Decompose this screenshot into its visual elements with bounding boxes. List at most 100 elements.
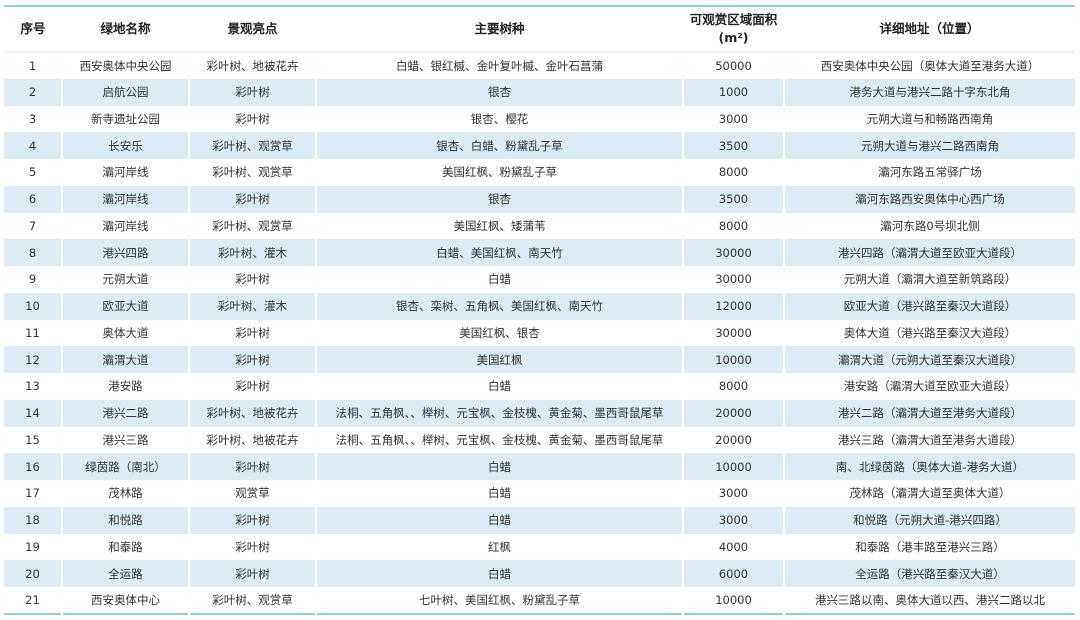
cell-species: 红枫 bbox=[315, 533, 683, 561]
cell-index: 20 bbox=[25, 566, 40, 581]
cell-area: 8000 bbox=[682, 212, 784, 240]
table-row: 11 奥体大道 彩叶树 美国红枫、银杏 30000 奥体大道（港兴路至秦汉大道段） bbox=[4, 319, 1075, 347]
cell-address: 港务大道与港兴二路十字东北角 bbox=[783, 78, 1075, 106]
table-row: 4 长安乐 彩叶树、观赏草 银杏、白蜡、粉黛乱子草 3500 元朔大道与港兴二路西南角 bbox=[4, 132, 1075, 159]
cell-address: 和泰路（港丰路至港兴三路） bbox=[783, 533, 1075, 561]
cell-index: 8 bbox=[28, 245, 37, 260]
header-area-unit: (m²) bbox=[718, 30, 749, 45]
cell-address: 全运路（港兴路至秦汉大道） bbox=[783, 560, 1075, 587]
cell-area: 3500 bbox=[682, 132, 784, 159]
table-row: 2 启航公园 彩叶树 银杏 1000 港务大道与港兴二路十字东北角 bbox=[4, 78, 1075, 106]
cell-highlight: 彩叶树、观赏草 bbox=[188, 132, 316, 159]
cell-index: 14 bbox=[25, 406, 40, 421]
cell-highlight: 彩叶树、灌木 bbox=[188, 292, 316, 320]
cell-address: 港兴二路（灞渭大道至港务大道段） bbox=[783, 399, 1075, 427]
table-row: 3 新寺遗址公园 彩叶树 银杏、樱花 3000 元朔大道与和畅路西南角 bbox=[4, 105, 1075, 133]
cell-species: 白蜡 bbox=[315, 373, 683, 400]
cell-highlight: 彩叶树 bbox=[188, 266, 316, 293]
cell-highlight: 彩叶树 bbox=[188, 185, 316, 213]
cell-highlight: 彩叶树 bbox=[188, 560, 316, 587]
cell-highlight: 彩叶树 bbox=[188, 105, 316, 133]
cell-highlight: 彩叶树、观赏草 bbox=[188, 212, 316, 240]
cell-species: 白蜡 bbox=[315, 453, 683, 480]
table-row: 6 灞河岸线 彩叶树 银杏 3500 灞河东路西安奥体中心西广场 bbox=[4, 185, 1075, 213]
cell-address: 港安路（灞渭大道至欧亚大道段） bbox=[783, 373, 1075, 400]
cell-species: 美国红枫 bbox=[315, 346, 683, 373]
cell-name: 灞河岸线 bbox=[61, 185, 189, 213]
cell-index: 16 bbox=[25, 459, 40, 474]
cell-species: 美国红枫、矮蒲苇 bbox=[315, 212, 683, 240]
header-area: 可观赏区域面积 (m²) bbox=[683, 6, 784, 53]
cell-species: 银杏、白蜡、粉黛乱子草 bbox=[315, 132, 683, 159]
cell-highlight: 彩叶树、地被花卉 bbox=[188, 399, 316, 427]
table-row: 8 港兴四路 彩叶树、灌木 白蜡、美国红枫、南天竹 30000 港兴四路（灞渭大道至欧亚大… bbox=[4, 239, 1075, 266]
cell-species: 白蜡 bbox=[315, 560, 683, 587]
cell-species: 美国红枫、粉黛乱子草 bbox=[315, 159, 683, 186]
cell-species: 银杏 bbox=[315, 78, 683, 106]
cell-area: 10000 bbox=[682, 587, 784, 614]
header-name: 绿地名称 bbox=[62, 6, 189, 53]
cell-index: 12 bbox=[25, 352, 40, 367]
cell-index: 19 bbox=[25, 539, 40, 554]
table-row: 13 港安路 彩叶树 白蜡 8000 港安路（灞渭大道至欧亚大道段） bbox=[4, 373, 1075, 400]
cell-name: 港兴二路 bbox=[61, 399, 189, 427]
cell-address: 奥体大道（港兴路至秦汉大道段） bbox=[783, 319, 1075, 347]
header-species: 主要树种 bbox=[316, 6, 683, 53]
table-row: 19 和泰路 彩叶树 红枫 4000 和泰路（港丰路至港兴三路） bbox=[4, 533, 1075, 561]
cell-area: 3500 bbox=[682, 185, 784, 213]
cell-highlight: 彩叶树 bbox=[188, 346, 316, 373]
cell-index: 4 bbox=[28, 138, 37, 153]
cell-address: 灞河东路0号坝北侧 bbox=[783, 212, 1075, 240]
table-row: 9 元朔大道 彩叶树 白蜡 30000 元朔大道（灞渭大道至新筑路段） bbox=[4, 266, 1075, 293]
cell-address: 港兴三路以南、奥体大道以西、港兴二路以北 bbox=[783, 587, 1075, 614]
cell-area: 30000 bbox=[682, 319, 784, 347]
cell-index: 9 bbox=[28, 272, 37, 287]
cell-name: 绿茵路（南北） bbox=[61, 453, 189, 480]
cell-index: 3 bbox=[28, 111, 37, 126]
table-row: 17 茂林路 观赏草 白蜡 3000 茂林路（灞渭大道至奥体大道） bbox=[4, 480, 1075, 507]
cell-area: 30000 bbox=[682, 239, 784, 266]
cell-area: 8000 bbox=[682, 159, 784, 186]
cell-name: 灞河岸线 bbox=[61, 212, 189, 240]
cell-highlight: 彩叶树、观赏草 bbox=[188, 159, 316, 186]
header-area-label: 可观赏区域面积 bbox=[689, 12, 778, 27]
cell-species: 白蜡、银红槭、金叶复叶槭、金叶石菖蒲 bbox=[315, 52, 683, 79]
cell-address: 灞河东路西安奥体中心西广场 bbox=[783, 185, 1075, 213]
cell-highlight: 彩叶树 bbox=[188, 506, 316, 534]
cell-species: 银杏、栾树、五角枫、美国红枫、南天竹 bbox=[315, 292, 683, 320]
cell-area: 4000 bbox=[682, 533, 784, 561]
table-row: 21 西安奥体中心 彩叶树、观赏草 七叶树、美国红枫、粉黛乱子草 10000 港兴三路以南… bbox=[4, 587, 1075, 614]
table-row: 10 欧亚大道 彩叶树、灌木 银杏、栾树、五角枫、美国红枫、南天竹 12000 欧亚大道（… bbox=[4, 292, 1075, 320]
cell-name: 灞河岸线 bbox=[61, 159, 189, 186]
cell-highlight: 彩叶树、地被花卉 bbox=[188, 52, 316, 79]
table-row: 15 港兴三路 彩叶树、地被花卉 法桐、五角枫、、榉树、元宝枫、金枝槐、黄金菊、墨西哥… bbox=[4, 426, 1075, 454]
table-row: 5 灞河岸线 彩叶树、观赏草 美国红枫、粉黛乱子草 8000 灞河东路五常驿广场 bbox=[4, 159, 1075, 186]
cell-name: 灞渭大道 bbox=[61, 346, 189, 373]
cell-address: 灞渭大道（元朔大道至秦汉大道段） bbox=[783, 346, 1075, 373]
table-row: 1 西安奥体中央公园 彩叶树、地被花卉 白蜡、银红槭、金叶复叶槭、金叶石菖蒲 50000… bbox=[4, 52, 1075, 79]
cell-name: 港兴四路 bbox=[61, 239, 189, 266]
cell-name: 港安路 bbox=[61, 373, 189, 400]
table-row: 16 绿茵路（南北） 彩叶树 白蜡 10000 南、北绿茵路（奥体大道-港务大道） bbox=[4, 453, 1075, 480]
cell-address: 欧亚大道（港兴路至秦汉大道段） bbox=[783, 292, 1075, 320]
cell-index: 5 bbox=[28, 165, 37, 180]
cell-highlight: 彩叶树 bbox=[188, 319, 316, 347]
header-highlight: 景观亮点 bbox=[189, 6, 316, 53]
table-row: 12 灞渭大道 彩叶树 美国红枫 10000 灞渭大道（元朔大道至秦汉大道段） bbox=[4, 346, 1075, 373]
cell-name: 茂林路 bbox=[61, 480, 189, 507]
table-row: 20 全运路 彩叶树 白蜡 6000 全运路（港兴路至秦汉大道） bbox=[4, 560, 1075, 587]
cell-species: 七叶树、美国红枫、粉黛乱子草 bbox=[315, 587, 683, 614]
table-row: 14 港兴二路 彩叶树、地被花卉 法桐、五角枫、、榉树、元宝枫、金枝槐、黄金菊、墨西哥… bbox=[4, 399, 1075, 427]
cell-index: 21 bbox=[25, 592, 40, 607]
cell-area: 1000 bbox=[682, 78, 784, 106]
cell-index: 13 bbox=[25, 379, 40, 394]
cell-address: 灞河东路五常驿广场 bbox=[783, 159, 1075, 186]
cell-species: 银杏 bbox=[315, 185, 683, 213]
cell-highlight: 彩叶树 bbox=[188, 78, 316, 106]
cell-area: 12000 bbox=[682, 292, 784, 320]
table-row: 7 灞河岸线 彩叶树、观赏草 美国红枫、矮蒲苇 8000 灞河东路0号坝北侧 bbox=[4, 212, 1075, 240]
cell-address: 元朔大道与港兴二路西南角 bbox=[783, 132, 1075, 159]
cell-area: 6000 bbox=[682, 560, 784, 587]
cell-name: 西安奥体中心 bbox=[61, 587, 189, 614]
cell-area: 3000 bbox=[682, 105, 784, 133]
